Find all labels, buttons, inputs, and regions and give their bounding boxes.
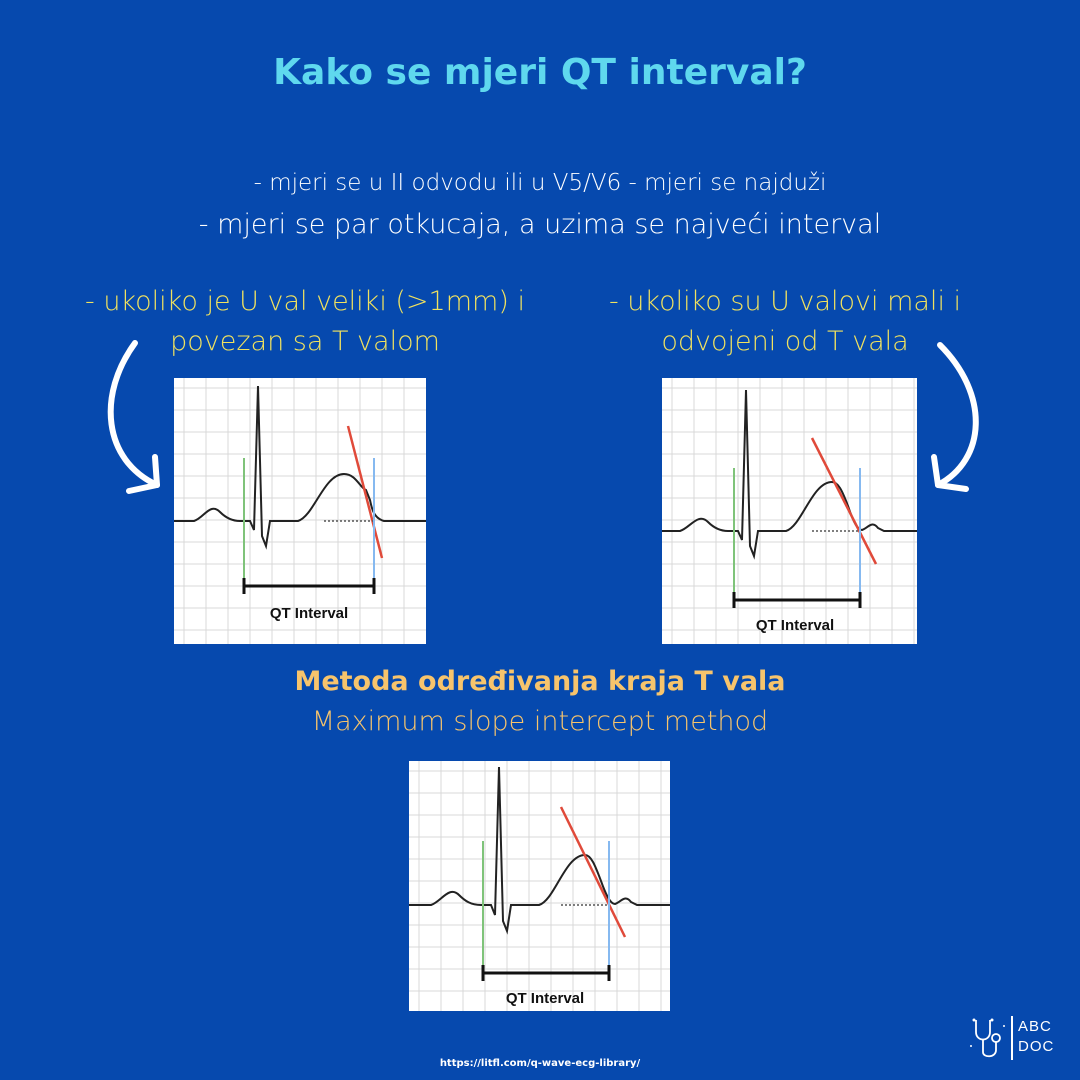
left-case-line-1: - ukoliko je U val veliki (>1mm) i xyxy=(85,286,525,317)
curved-arrow-left-icon xyxy=(107,340,160,494)
source-url: https://litfl.com/q-wave-ecg-library/ xyxy=(439,1058,641,1069)
method-title: Metoda određivanja kraja T vala xyxy=(294,666,786,697)
intro-line-1: - mjeri se u II odvodu ili u V5/V6 - mje… xyxy=(253,170,827,196)
left-case-line-2: povezan sa T valom xyxy=(170,326,440,357)
stethoscope-icon xyxy=(970,1018,1005,1058)
page-title: Kako se mjeri QT interval? xyxy=(273,52,807,93)
qt-interval-label-bottom: QT Interval xyxy=(506,990,584,1007)
right-case-line-2: odvojeni od T vala xyxy=(661,326,909,357)
abc-doc-logo: ABC DOC xyxy=(968,1012,1058,1064)
method-subtitle: Maximum slope intercept method xyxy=(311,706,769,737)
ecg-diagram-large-u-wave: QT Interval xyxy=(174,378,426,644)
logo-text-line-2: DOC xyxy=(1018,1038,1055,1055)
ecg-svg-bottom: QT Interval xyxy=(409,761,670,1011)
ecg-diagram-maximum-slope: QT Interval xyxy=(409,761,670,1011)
ecg-svg-left: QT Interval xyxy=(174,378,426,644)
right-case-caption: - ukoliko su U valovi mali i odvojeni od… xyxy=(560,282,1010,362)
logo-divider xyxy=(1011,1016,1013,1060)
qt-interval-label-right: QT Interval xyxy=(756,617,834,634)
left-case-caption: - ukoliko je U val veliki (>1mm) i povez… xyxy=(60,282,550,362)
qt-interval-label-left: QT Interval xyxy=(270,605,348,622)
logo-text-line-1: ABC xyxy=(1018,1018,1052,1035)
curved-arrow-right-icon xyxy=(931,342,979,492)
right-case-line-1: - ukoliko su U valovi mali i xyxy=(608,286,962,317)
ecg-svg-right: QT Interval xyxy=(662,378,917,644)
ecg-diagram-small-u-wave: QT Interval xyxy=(662,378,917,644)
intro-line-2: - mjeri se par otkucaja, a uzima se najv… xyxy=(198,209,882,240)
